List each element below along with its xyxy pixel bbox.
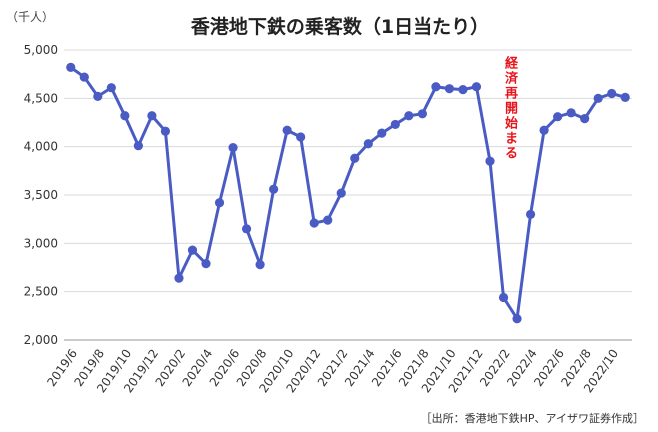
data-point bbox=[471, 82, 482, 92]
data-point bbox=[566, 108, 576, 118]
y-tick-label: 3,500 bbox=[24, 188, 58, 202]
data-point bbox=[417, 109, 427, 119]
chart-title: 香港地下鉄の乗客数（1日当たり） bbox=[190, 15, 489, 38]
data-point bbox=[525, 209, 536, 219]
data-point bbox=[255, 260, 265, 270]
y-tick-label: 3,000 bbox=[24, 236, 58, 250]
annotation-char: 始 bbox=[505, 115, 518, 131]
data-point bbox=[323, 215, 333, 225]
data-point bbox=[120, 111, 130, 121]
grid bbox=[64, 49, 632, 341]
data-point bbox=[214, 198, 225, 208]
data-point bbox=[309, 218, 319, 228]
data-point bbox=[458, 85, 468, 95]
data-point bbox=[363, 139, 373, 149]
data-point bbox=[390, 119, 400, 130]
y-tick-label: 4,500 bbox=[24, 91, 58, 105]
annotation-char: ま bbox=[505, 131, 518, 146]
data-point bbox=[498, 292, 509, 303]
data-point bbox=[93, 91, 103, 101]
data-point bbox=[147, 111, 157, 121]
annotation-char: 済 bbox=[505, 70, 519, 86]
data-point bbox=[377, 128, 387, 138]
data-point bbox=[539, 125, 549, 135]
data-point bbox=[350, 153, 360, 163]
data-point bbox=[282, 125, 292, 135]
data-point bbox=[296, 132, 306, 142]
data-point bbox=[620, 92, 630, 102]
data-point bbox=[133, 141, 143, 151]
data-point bbox=[228, 143, 238, 153]
data-point bbox=[79, 72, 89, 82]
y-tick-label: 2,000 bbox=[24, 333, 58, 347]
annotation-char: 再 bbox=[505, 86, 518, 101]
y-tick-label: 2,500 bbox=[24, 285, 58, 299]
x-axis-ticks: 2019/62019/82019/102019/122020/22020/420… bbox=[44, 347, 621, 396]
y-axis-ticks: 2,000 2,500 3,000 3,500 4,000 4,500 5,000 bbox=[24, 43, 58, 347]
source-note: ［出所：香港地下鉄HP、アイザワ証券作成］ bbox=[421, 411, 644, 425]
data-point bbox=[174, 273, 184, 283]
data-point bbox=[201, 259, 211, 269]
data-point bbox=[444, 84, 455, 94]
y-unit-label: （千人） bbox=[6, 10, 54, 24]
data-point bbox=[160, 126, 171, 136]
y-tick-label: 5,000 bbox=[24, 43, 58, 57]
data-point bbox=[187, 245, 198, 255]
data-point bbox=[106, 83, 116, 93]
data-point bbox=[580, 114, 590, 124]
data-point bbox=[431, 82, 441, 92]
data-point bbox=[336, 188, 346, 198]
data-point bbox=[607, 88, 617, 99]
data-point bbox=[66, 62, 76, 72]
annotation-char: る bbox=[505, 146, 518, 161]
series-line-group bbox=[66, 62, 630, 324]
annotation-char: 経 bbox=[505, 55, 519, 71]
data-point bbox=[485, 156, 495, 166]
data-point bbox=[269, 184, 279, 194]
data-point bbox=[512, 314, 522, 324]
data-point bbox=[553, 112, 563, 122]
y-tick-label: 4,000 bbox=[24, 140, 58, 154]
annotation-char: 開 bbox=[505, 101, 518, 116]
data-point bbox=[593, 93, 603, 103]
data-point bbox=[241, 224, 252, 234]
data-point bbox=[404, 111, 414, 121]
series-line bbox=[69, 66, 626, 321]
